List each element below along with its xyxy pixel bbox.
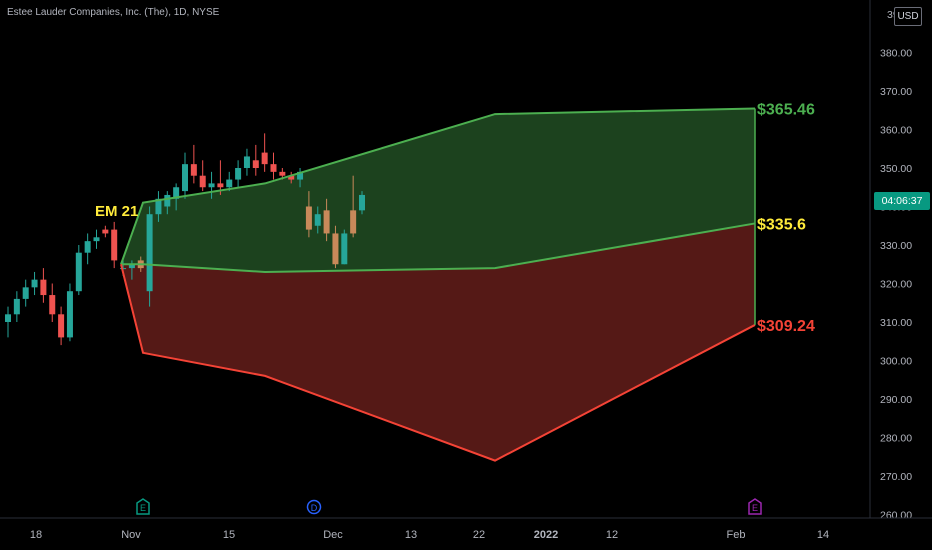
- candle-body: [102, 229, 109, 234]
- y-tick-label: 290.00: [880, 394, 912, 406]
- x-tick-label: Feb: [727, 529, 746, 541]
- y-tick-label: 260.00: [880, 510, 912, 522]
- lower-band-fill: [121, 223, 755, 461]
- candle-body: [252, 160, 259, 168]
- candle-body: [279, 171, 286, 176]
- candle-body: [235, 168, 242, 180]
- candle-body: [31, 279, 38, 288]
- candle-body: [288, 175, 295, 180]
- y-tick-label: 270.00: [880, 471, 912, 483]
- candle-body: [66, 291, 73, 338]
- upper-band-line: [120, 107, 756, 265]
- candle-body: [305, 206, 312, 230]
- candle-body: [350, 210, 357, 234]
- dividend-marker-icon: [306, 499, 322, 515]
- symbol-header: Estee Lauder Companies, Inc. (The), 1D, …: [7, 7, 220, 18]
- y-tick-label: 320.00: [880, 279, 912, 291]
- candle-body: [40, 279, 47, 296]
- y-tick-label: 370.00: [880, 86, 912, 98]
- candle-body: [199, 175, 206, 188]
- candle-body: [359, 194, 365, 211]
- currency-button[interactable]: USD: [894, 7, 922, 26]
- candle-body: [5, 314, 11, 322]
- x-tick-label: 12: [606, 529, 618, 541]
- candle-body: [22, 287, 29, 299]
- candle-body: [314, 214, 321, 226]
- x-tick-label: 14: [817, 529, 829, 541]
- x-tick-label: 22: [473, 529, 485, 541]
- event-marker-letter: E: [752, 503, 758, 513]
- x-tick-label: Nov: [121, 529, 141, 541]
- candle-body: [182, 164, 188, 192]
- y-tick-label: 360.00: [880, 125, 912, 137]
- x-tick-label: 15: [223, 529, 235, 541]
- y-tick-label: 280.00: [880, 433, 912, 445]
- candle-body: [93, 237, 100, 242]
- y-tick-label: 330.00: [880, 240, 912, 252]
- y-tick-label: 310.00: [880, 317, 912, 329]
- candle-body: [226, 179, 233, 188]
- upper-price-label: $365.46: [757, 101, 815, 118]
- earnings-marker-icon: [748, 498, 762, 515]
- x-tick-label: 18: [30, 529, 42, 541]
- y-tick-label: 380.00: [880, 48, 912, 60]
- candle-body: [84, 241, 91, 253]
- candle-body: [111, 229, 118, 261]
- candle-body: [164, 194, 171, 207]
- x-tick-label: Dec: [323, 529, 343, 541]
- candle-body: [261, 152, 268, 165]
- candle-body: [58, 314, 65, 338]
- y-tick-label: 300.00: [880, 356, 912, 368]
- candle-body: [128, 264, 135, 269]
- event-marker-letter: E: [140, 503, 146, 513]
- candle-body: [75, 252, 82, 292]
- candle-body: [217, 183, 224, 188]
- candle-body: [297, 171, 304, 180]
- lower-price-label: $309.24: [757, 318, 815, 335]
- em-label: EM 21: [95, 203, 138, 220]
- y-tick-label: 350.00: [880, 163, 912, 175]
- earnings-marker-icon: [136, 498, 150, 515]
- candle-body: [49, 295, 56, 315]
- candle-body: [173, 187, 180, 199]
- lower-band-line: [120, 264, 756, 462]
- y-tick-label-top: 39: [887, 9, 899, 21]
- x-tick-label: 2022: [534, 529, 558, 541]
- candle-body: [13, 298, 20, 315]
- middle-band-line: [121, 222, 756, 273]
- countdown-price-tag: 04:06:37: [874, 192, 930, 210]
- candle-body: [270, 164, 277, 172]
- upper-band-fill: [121, 108, 755, 272]
- candle-body: [146, 214, 153, 292]
- candle-body: [155, 198, 162, 215]
- middle-price-label: $335.6: [757, 216, 806, 233]
- candle-body: [341, 233, 348, 265]
- x-tick-label: 13: [405, 529, 417, 541]
- candle-body: [323, 210, 330, 234]
- candle-body: [190, 164, 197, 176]
- candle-body: [243, 156, 250, 168]
- candle-body: [332, 233, 339, 265]
- event-marker-letter: D: [311, 503, 318, 513]
- candle-body: [208, 183, 215, 188]
